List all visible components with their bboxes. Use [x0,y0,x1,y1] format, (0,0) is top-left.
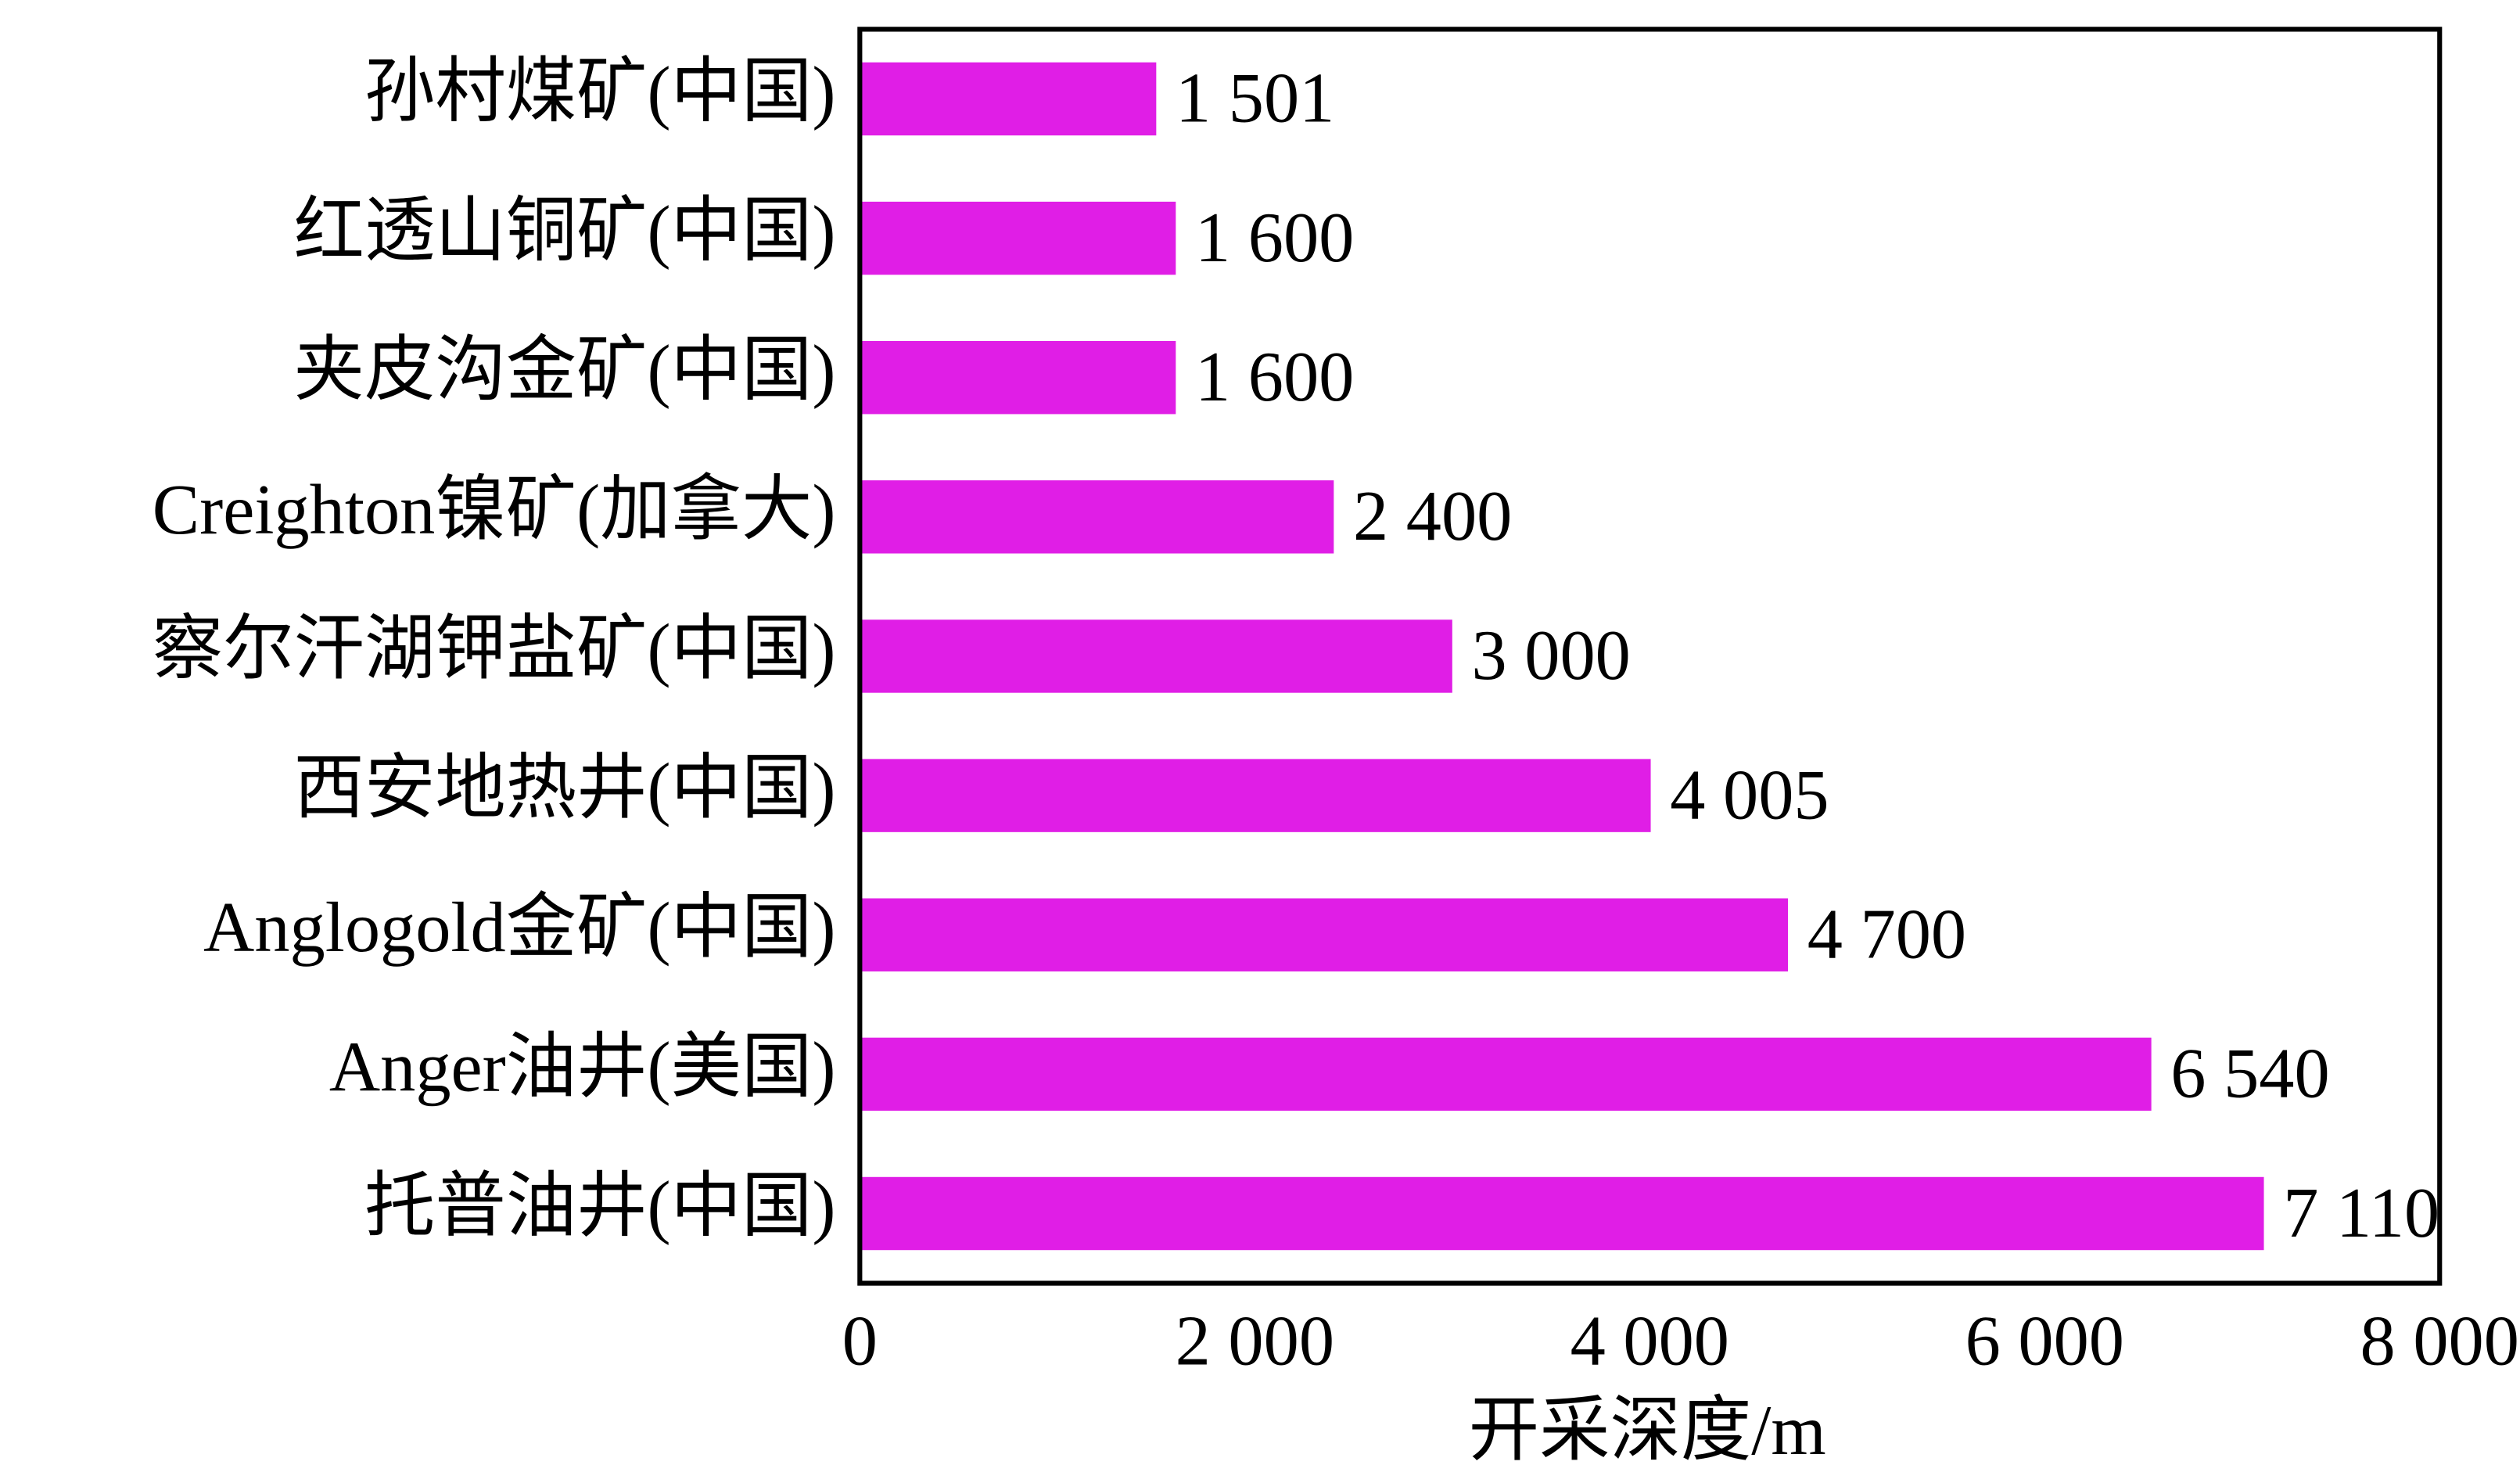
x-tick-label: 2 000 [1176,1301,1334,1381]
bar [860,1037,2152,1111]
x-tick-label: 6 000 [1965,1301,2124,1381]
value-label: 7 110 [2283,1172,2439,1252]
y-tick-label: 孙村煤矿(中国) [364,52,836,131]
bar [860,340,1176,415]
plot-frame [857,27,2443,1286]
bar [860,898,1789,971]
bar [860,1176,2264,1251]
bar [860,62,1157,136]
x-axis-title: 开采深度/m [1469,1390,1826,1470]
y-tick-label: 察尔汗湖钾盐矿(中国) [153,609,836,689]
value-label: 1 600 [1195,197,1354,277]
bar [860,480,1334,554]
y-tick-label: Creighton镍矿(加拿大) [153,469,836,549]
value-label: 1 600 [1195,337,1354,417]
y-tick-label: 西安地热井(中国) [294,749,836,828]
y-tick-label: 托普油井(中国) [364,1166,836,1246]
y-tick-label: Anglogold金矿(中国) [203,888,835,968]
value-label: 3 000 [1471,616,1630,695]
x-tick-label: 4 000 [1571,1301,1729,1381]
value-label: 1 501 [1176,58,1334,138]
x-tick-label: 8 000 [2360,1301,2519,1381]
y-tick-label: 红透山铜矿(中国) [294,191,836,271]
y-tick-label: 夹皮沟金矿(中国) [294,330,836,410]
bar [860,759,1651,832]
value-label: 2 400 [1353,476,1512,556]
x-tick-label: 0 [842,1301,878,1381]
y-tick-label: Anger油井(美国) [329,1027,836,1107]
bar [860,619,1452,693]
value-label: 4 700 [1807,894,1966,974]
value-label: 6 540 [2170,1033,2329,1113]
value-label: 4 005 [1670,755,1829,835]
bar [860,201,1176,275]
